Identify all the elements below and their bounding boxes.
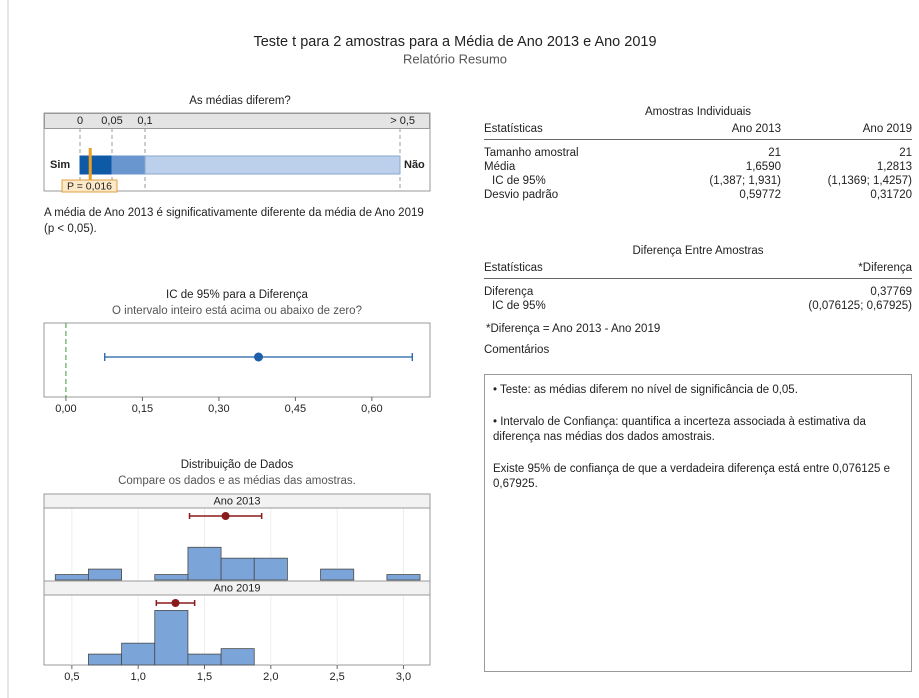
row-label: Média	[484, 161, 516, 173]
histogram-bar	[386, 574, 421, 581]
table-cell: 21	[899, 147, 912, 159]
nao-label: Não	[404, 159, 425, 171]
table-grid: Estatísticas Ano 2013 Ano 2019 Tamanho amos…	[484, 122, 912, 202]
histogram-bar	[121, 642, 156, 666]
row-label: IC de 95%	[492, 175, 546, 187]
report-subtitle: Relatório Resumo	[403, 51, 507, 66]
table-cell: 1,2813	[876, 161, 912, 173]
strip-label: Ano 2019	[213, 582, 260, 594]
column-header: Ano 2019	[781, 122, 912, 140]
x-tick-label: 2,5	[329, 671, 344, 683]
x-tick-label: 2,0	[263, 671, 278, 683]
panel-subtitle: Compare os dados e as médias das amostra…	[118, 475, 356, 487]
histogram-bar	[253, 557, 288, 581]
scale-segment	[144, 155, 401, 175]
mean-dot	[221, 512, 230, 520]
table-title: Diferença Entre Amostras	[632, 245, 764, 257]
panel-frame	[43, 322, 431, 398]
scale-segment	[79, 155, 113, 175]
comment: Existe 95% de confiança de que a verdade…	[493, 463, 891, 490]
column-header: Estatísticas	[484, 261, 698, 279]
individual-table: Amostras Individuais Estatísticas Ano 2013…	[484, 106, 912, 202]
row-label: Tamanho amostral	[484, 147, 579, 159]
table-cell: 1,6590	[745, 161, 781, 173]
ci-mean	[254, 352, 264, 362]
table-cell: (1,387; 1,931)	[709, 175, 781, 187]
table-title: Amostras Individuais	[644, 106, 752, 118]
scale-label: > 0,5	[390, 115, 415, 127]
histogram-bar	[88, 568, 122, 581]
x-tick-label: 0,45	[285, 403, 306, 415]
comment: • Intervalo de Confiança: quantifica a i…	[493, 416, 866, 443]
comments-title: Comentários	[484, 344, 550, 356]
difference-table: Diferença Entre Amostras Estatísticas *Dif…	[484, 245, 912, 313]
histogram-bar	[154, 610, 189, 666]
p-label-box	[61, 179, 118, 193]
row-label: IC de 95%	[492, 300, 546, 312]
row-label: Desvio padrão	[484, 189, 559, 201]
scale-band	[44, 113, 430, 129]
row-label: Diferença	[484, 286, 534, 298]
p-label: P = 0,016	[67, 180, 112, 192]
histogram-bar	[154, 574, 189, 581]
panel-subtitle: O intervalo inteiro está acima ou abaixo…	[112, 305, 362, 317]
column-header: Estatísticas	[484, 122, 654, 140]
x-tick-label: 1,0	[131, 671, 146, 683]
report-title: Teste t para 2 amostras para a Média de …	[253, 34, 656, 50]
table-cell: 21	[768, 147, 781, 159]
histogram-bar	[54, 574, 89, 581]
histogram-bar	[220, 648, 255, 666]
mean-dot	[171, 599, 180, 607]
x-tick-label: 0,15	[132, 403, 153, 415]
histogram-bar	[187, 653, 222, 666]
x-tick-label: 1,5	[197, 671, 212, 683]
column-header: Ano 2013	[654, 122, 781, 140]
x-tick-label: 0,30	[208, 403, 229, 415]
x-tick-label: 0,60	[361, 403, 382, 415]
panel-title: Distribuição de Dados	[181, 459, 294, 471]
strip	[43, 493, 431, 509]
conclusion: A média de Ano 2013 é significativamente…	[44, 207, 424, 235]
scale-label: 0	[77, 115, 83, 127]
histogram-bar	[187, 546, 222, 581]
histogram-bar	[220, 557, 255, 581]
histogram-bar	[88, 653, 122, 666]
strip	[43, 580, 431, 596]
table-cell: 0,37769	[870, 286, 912, 298]
x-tick-label: 3,0	[396, 671, 411, 683]
column-header: *Diferença	[698, 261, 912, 279]
scale-label: 0,1	[137, 115, 152, 127]
footnote: *Diferença = Ano 2013 - Ano 2019	[486, 323, 661, 335]
scale-segment	[111, 155, 146, 175]
sim-label: Sim	[50, 159, 70, 171]
strip-label: Ano 2013	[213, 495, 260, 507]
scale-label: 0,05	[101, 115, 122, 127]
comment: • Teste: as médias diferem no nível de s…	[493, 384, 798, 396]
panel-title: IC de 95% para a Diferença	[166, 289, 309, 301]
table-cell: 0,59772	[739, 189, 781, 201]
comments-box: • Teste: as médias diferem no nível de s…	[484, 374, 912, 672]
table-cell: (0,076125; 0,67925)	[808, 300, 912, 312]
table-cell: (1,1369; 1,4257)	[827, 175, 912, 187]
x-tick-label: 0,00	[55, 403, 76, 415]
table-cell: 0,31720	[870, 189, 912, 201]
x-tick-label: 0,5	[64, 671, 79, 683]
panel-title: As médias diferem?	[189, 95, 291, 107]
histogram-bar	[320, 568, 355, 581]
table-grid: Estatísticas *Diferença Diferença 0,37769 IC…	[484, 261, 912, 313]
